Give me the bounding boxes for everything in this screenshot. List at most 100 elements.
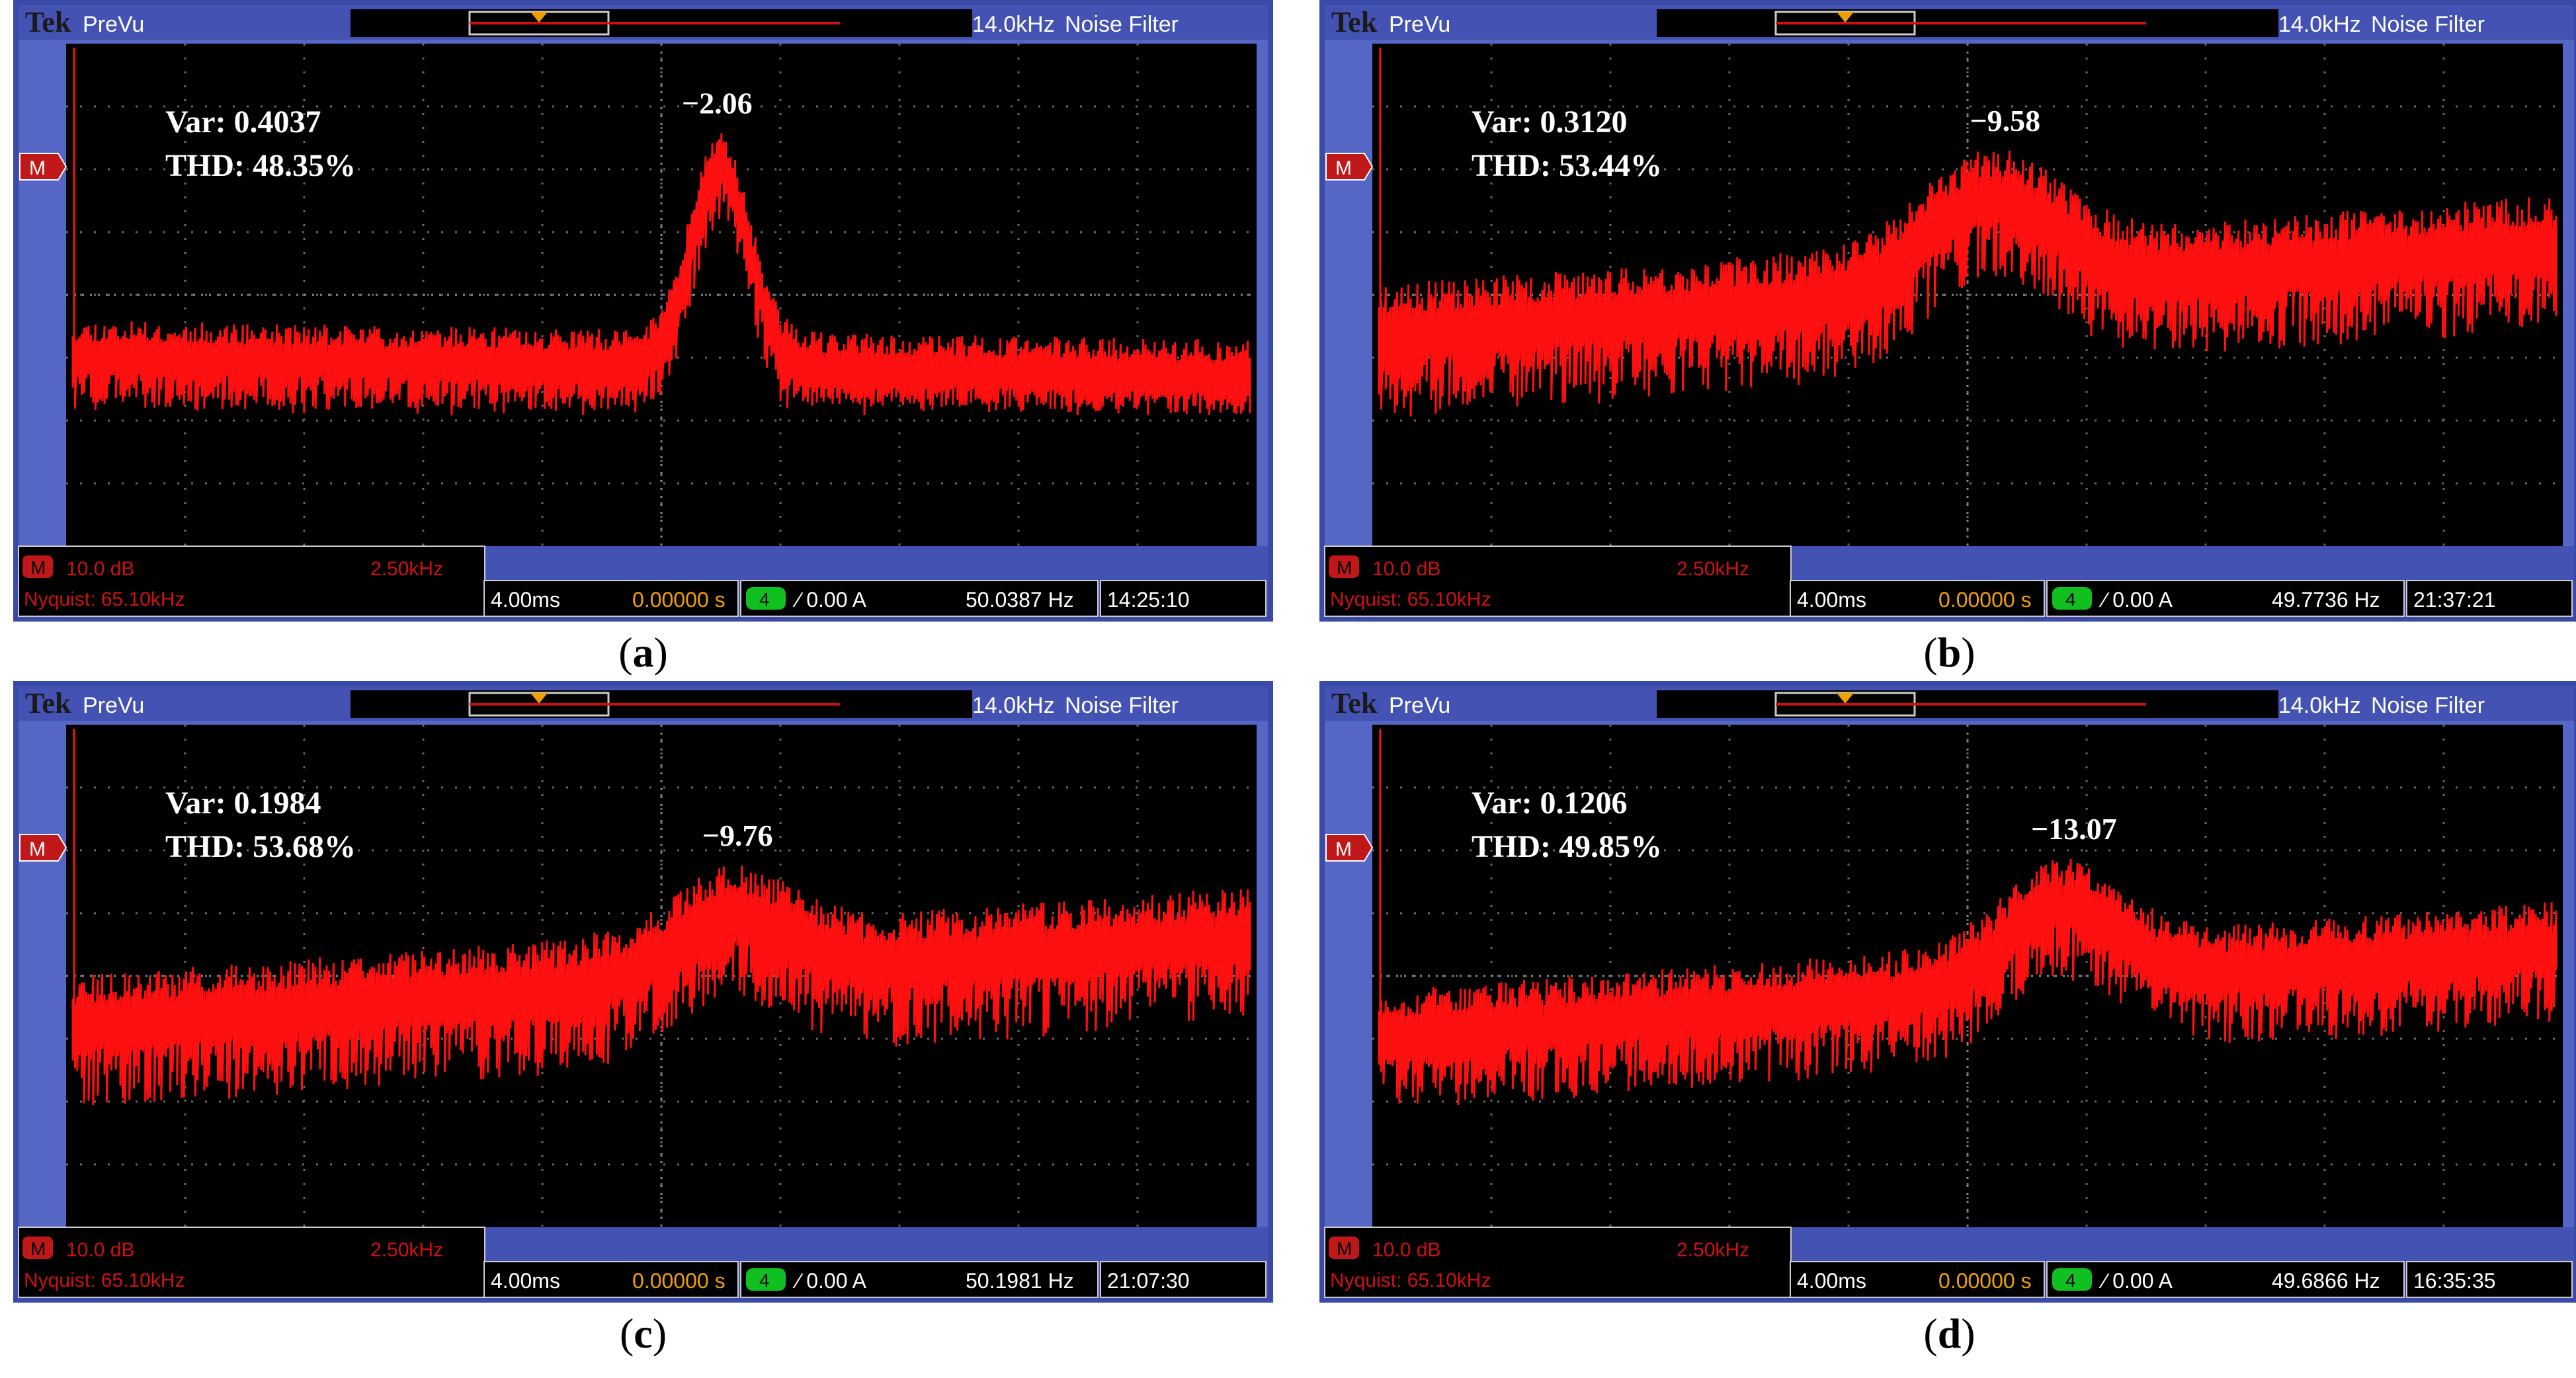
noise-filter-label: Noise Filter	[1065, 693, 1179, 718]
math-channel-marker	[19, 834, 67, 862]
math-channel-marker	[1325, 834, 1374, 862]
frequency-readout: 49.7736 Hz	[2272, 588, 2380, 612]
span-readout: 2.50kHz	[370, 1239, 443, 1261]
trigger-box	[2046, 1261, 2405, 1298]
channel-badge-label: 4	[759, 589, 770, 610]
math-readout-box	[18, 1227, 485, 1298]
math-badge-label: M	[30, 1238, 46, 1259]
channel-badge	[746, 1268, 786, 1291]
record-marker-icon	[530, 12, 548, 22]
trigger-readout: ∕ 0.00 A	[2098, 588, 2173, 612]
thd-annotation: THD: 49.85%	[1472, 829, 1662, 864]
channel-badge	[2052, 1268, 2092, 1291]
peak-label: −9.58	[1970, 104, 2040, 138]
bandwidth-label: 14.0kHz	[2278, 693, 2361, 718]
thd-annotation: THD: 53.68%	[165, 829, 356, 864]
channel-badge-label: 4	[2065, 1270, 2076, 1291]
math-channel-label: M	[1335, 157, 1352, 179]
timebase-readout: 4.00ms	[491, 588, 560, 612]
math-badge	[1329, 555, 1359, 578]
brand-logo: Tek	[25, 687, 71, 719]
frequency-readout: 50.0387 Hz	[966, 588, 1074, 612]
vertical-scale-readout: 10.0 dB	[1372, 1239, 1440, 1261]
frequency-readout: 50.1981 Hz	[966, 1269, 1074, 1293]
clock-box	[2406, 1261, 2573, 1298]
var-annotation: Var: 0.3120	[1472, 104, 1628, 140]
clock-box	[1100, 1261, 1267, 1298]
nyquist-readout: Nyquist: 65.10kHz	[24, 588, 185, 610]
span-readout: 2.50kHz	[370, 558, 443, 580]
brand-logo: Tek	[1331, 6, 1378, 38]
math-readout-box	[1324, 1227, 1792, 1298]
fft-trace	[71, 48, 1251, 416]
trigger-box	[740, 1261, 1099, 1298]
scope-screen-d: Tek PreVu 14.0kHz Noise Filter M Var: 0.1206 T…	[1319, 681, 2576, 1303]
timebase-readout: 4.00ms	[1797, 588, 1866, 612]
position-readout: 0.00000 s	[632, 588, 726, 612]
math-badge-label: M	[30, 557, 46, 578]
trigger-box	[2046, 580, 2405, 617]
scope-panel-b: Tek PreVu 14.0kHz Noise Filter M Var: 0.3120 T…	[1319, 0, 2576, 688]
channel-badge	[2052, 587, 2092, 610]
math-readout-box	[18, 546, 485, 617]
brand-logo: Tek	[25, 6, 71, 38]
timebase-readout: 4.00ms	[491, 1269, 560, 1293]
clock-readout: 21:07:30	[1107, 1269, 1190, 1293]
record-marker-icon	[1837, 12, 1854, 22]
math-channel-label: M	[1335, 838, 1352, 860]
fft-trace	[71, 729, 1251, 1106]
channel-badge-label: 4	[2065, 589, 2076, 610]
var-annotation: Var: 0.4037	[165, 104, 321, 140]
math-badge	[22, 555, 53, 578]
fft-trace	[1378, 729, 2557, 1106]
scope-screen-a: Tek PreVu 14.0kHz Noise Filter M Var: 0.4037 T…	[13, 0, 1273, 622]
span-readout: 2.50kHz	[1677, 1239, 1749, 1261]
bandwidth-label: 14.0kHz	[972, 12, 1055, 37]
trigger-readout: ∕ 0.00 A	[792, 588, 867, 612]
fft-trace	[1378, 48, 2557, 417]
math-channel-label: M	[29, 157, 46, 179]
math-readout-box	[1324, 546, 1792, 617]
scope-panel-a: Tek PreVu 14.0kHz Noise Filter M Var: 0.4037 T…	[13, 0, 1273, 688]
channel-badge	[746, 587, 786, 610]
timebase-box	[1790, 1261, 2045, 1298]
noise-filter-label: Noise Filter	[1065, 12, 1179, 37]
nyquist-readout: Nyquist: 65.10kHz	[1330, 1270, 1491, 1291]
peak-label: −2.06	[682, 87, 753, 120]
channel-badge-label: 4	[759, 1270, 770, 1291]
scope-panel-c: Tek PreVu 14.0kHz Noise Filter M Var: 0.1984 T…	[13, 681, 1273, 1369]
noise-filter-label: Noise Filter	[2371, 12, 2485, 37]
clock-box	[2406, 580, 2573, 617]
position-readout: 0.00000 s	[632, 1269, 726, 1293]
scope-panel-d: Tek PreVu 14.0kHz Noise Filter M Var: 0.1206 T…	[1319, 681, 2576, 1369]
mode-label: PreVu	[1389, 693, 1450, 718]
math-badge-label: M	[1337, 1238, 1352, 1259]
caption-d: (d)	[1923, 1310, 1975, 1357]
brand-logo: Tek	[1331, 687, 1378, 719]
caption-c: (c)	[619, 1310, 667, 1357]
math-channel-label: M	[29, 838, 46, 860]
trigger-readout: ∕ 0.00 A	[792, 1269, 867, 1293]
peak-label: −13.07	[2031, 812, 2117, 846]
noise-filter-label: Noise Filter	[2371, 693, 2485, 718]
math-badge	[22, 1236, 53, 1259]
mode-label: PreVu	[1389, 12, 1450, 37]
thd-annotation: THD: 48.35%	[165, 148, 356, 183]
clock-readout: 21:37:21	[2413, 588, 2496, 612]
math-channel-marker	[1325, 153, 1374, 181]
scope-screen-b: Tek PreVu 14.0kHz Noise Filter M Var: 0.3120 T…	[1319, 0, 2576, 622]
peak-label: −9.76	[702, 819, 773, 852]
frequency-readout: 49.6866 Hz	[2272, 1269, 2380, 1293]
vertical-scale-readout: 10.0 dB	[66, 558, 134, 580]
caption-b: (b)	[1923, 629, 1975, 676]
bandwidth-label: 14.0kHz	[972, 693, 1055, 718]
var-annotation: Var: 0.1206	[1472, 786, 1628, 821]
timebase-box	[483, 1261, 739, 1298]
clock-readout: 16:35:35	[2413, 1269, 2496, 1293]
thd-annotation: THD: 53.44%	[1472, 148, 1662, 183]
timebase-box	[483, 580, 739, 617]
timebase-readout: 4.00ms	[1797, 1269, 1866, 1293]
position-readout: 0.00000 s	[1938, 588, 2032, 612]
nyquist-readout: Nyquist: 65.10kHz	[1330, 588, 1491, 610]
vertical-scale-readout: 10.0 dB	[1372, 558, 1440, 580]
